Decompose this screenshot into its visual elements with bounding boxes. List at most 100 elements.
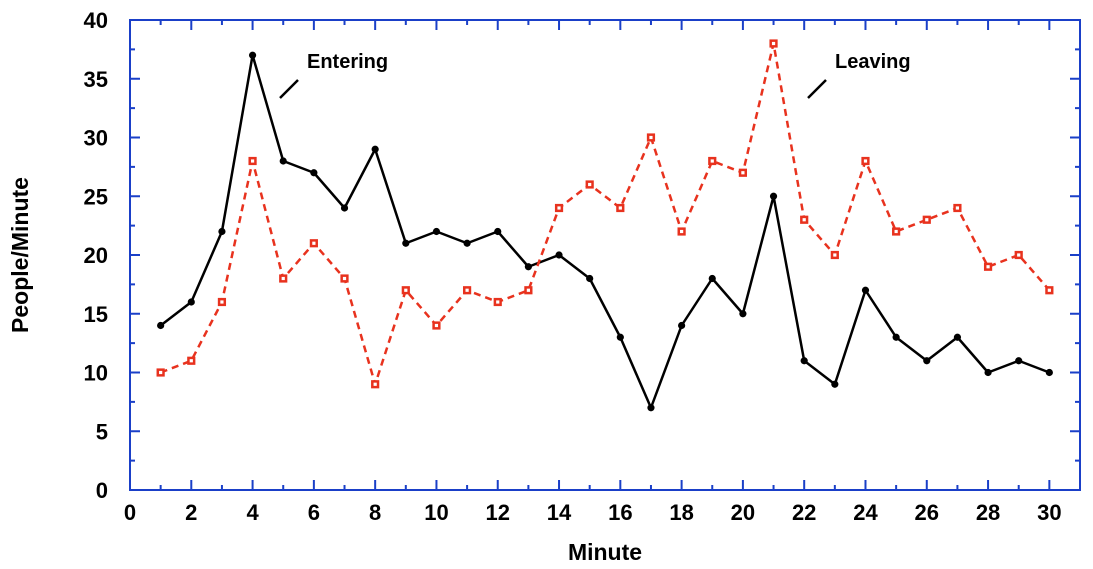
data-point-entering (984, 368, 992, 377)
data-point-center (1017, 253, 1021, 257)
data-point-center (680, 229, 684, 234)
data-point-center (741, 171, 745, 175)
data-point-entering (402, 239, 410, 247)
x-tick-label: 24 (853, 500, 878, 525)
data-point-entering (892, 333, 900, 341)
data-point-center (771, 41, 776, 46)
x-tick-label: 16 (608, 500, 632, 525)
x-tick-label: 2 (185, 500, 197, 525)
data-point-center (925, 218, 929, 222)
data-point-center (557, 206, 561, 210)
y-tick-label: 40 (84, 8, 108, 33)
data-point-entering (157, 321, 165, 330)
data-point-center (220, 300, 224, 304)
data-point-entering (555, 251, 563, 259)
data-point-center (434, 323, 439, 328)
data-point-entering (187, 298, 195, 306)
annotation-leaving: Leaving (835, 51, 911, 73)
data-point-entering (279, 157, 287, 165)
x-tick-label: 28 (976, 500, 1000, 525)
data-point-center (342, 276, 347, 281)
series-leaving (156, 39, 1054, 389)
data-point-center (312, 241, 316, 245)
data-point-entering (340, 204, 349, 212)
y-tick-label: 20 (84, 243, 108, 268)
data-point-entering (463, 239, 471, 247)
data-point-entering (678, 321, 686, 330)
y-tick-label: 35 (84, 67, 108, 92)
y-tick-label: 5 (96, 419, 108, 444)
series-entering (157, 51, 1053, 412)
data-point-center (189, 359, 193, 363)
data-point-entering (494, 227, 502, 236)
x-tick-label: 4 (246, 500, 259, 525)
data-point-entering (1045, 368, 1053, 377)
data-point-center (802, 218, 806, 222)
axis-ticks (129, 19, 1081, 491)
data-point-center (588, 182, 592, 187)
data-point-entering (432, 227, 441, 236)
data-point-center (526, 288, 530, 292)
annotation-entering: Entering (307, 51, 388, 73)
data-point-entering (800, 357, 808, 365)
series-layer (156, 39, 1054, 412)
x-tick-label: 0 (124, 500, 136, 525)
series-line-leaving (160, 42, 1051, 386)
data-point-center (1047, 288, 1051, 292)
data-point-center (618, 206, 622, 210)
y-tick-label: 25 (84, 184, 108, 209)
data-point-center (955, 206, 960, 210)
y-tick-label: 15 (84, 302, 108, 327)
data-point-entering (248, 51, 257, 59)
x-tick-label: 6 (308, 500, 320, 525)
data-point-entering (769, 192, 778, 200)
x-tick-label: 8 (369, 500, 381, 525)
x-tick-label: 14 (547, 500, 572, 525)
data-point-entering (923, 357, 931, 365)
data-point-entering (647, 404, 655, 412)
x-tick-label: 12 (485, 500, 509, 525)
data-point-center (649, 135, 653, 140)
data-point-entering (524, 263, 532, 271)
x-tick-label: 26 (915, 500, 939, 525)
y-tick-label: 0 (96, 478, 108, 503)
data-point-center (465, 288, 469, 292)
y-tick-label: 30 (84, 126, 108, 151)
x-axis-title: Minute (568, 539, 642, 565)
annotation-leader-line (807, 79, 827, 99)
data-point-entering (831, 380, 839, 388)
annotations: Entering Leaving (279, 51, 911, 99)
plot-frame (129, 19, 1081, 491)
series-line-entering (159, 54, 1050, 409)
data-point-center (863, 159, 868, 163)
data-point-center (281, 276, 285, 281)
data-point-center (710, 159, 714, 163)
x-tick-label: 20 (731, 500, 755, 525)
data-point-entering (616, 333, 624, 341)
data-point-entering (218, 227, 226, 236)
data-point-center (496, 300, 500, 304)
annotation-leader-line (279, 79, 299, 99)
x-tick-label: 10 (424, 500, 448, 525)
data-point-entering (586, 274, 594, 283)
data-point-center (986, 265, 990, 269)
data-point-center (833, 253, 837, 257)
x-tick-label: 22 (792, 500, 816, 525)
data-point-entering (310, 169, 318, 177)
y-tick-label: 10 (84, 361, 108, 386)
y-axis-title: People/Minute (7, 177, 33, 333)
data-point-entering (708, 274, 716, 283)
data-point-center (159, 370, 163, 375)
tick-labels: 0 2 4 6 8 10 12 14 16 18 20 22 24 26 28 300510152025303… (84, 8, 1062, 525)
x-tick-label: 18 (669, 500, 693, 525)
data-point-center (250, 159, 255, 163)
data-point-center (894, 229, 898, 234)
data-point-center (373, 382, 377, 386)
data-point-entering (739, 310, 747, 318)
data-point-entering (953, 333, 962, 341)
data-point-entering (861, 286, 870, 294)
data-point-center (404, 288, 408, 292)
data-point-entering (371, 145, 379, 153)
x-tick-label: 30 (1037, 500, 1061, 525)
